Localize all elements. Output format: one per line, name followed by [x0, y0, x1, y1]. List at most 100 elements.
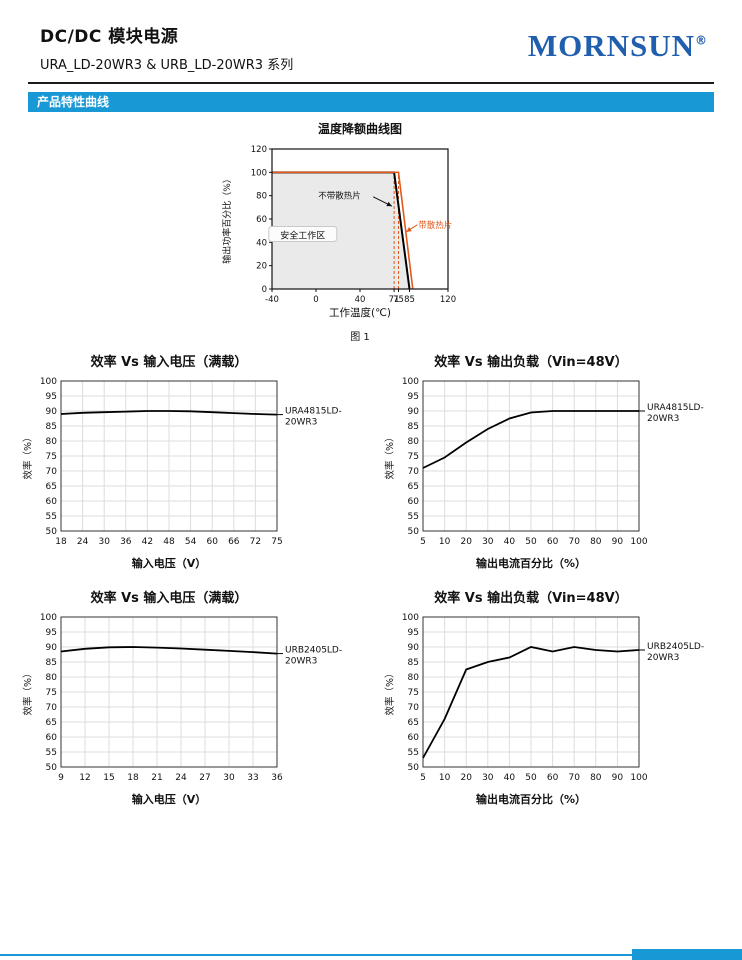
- svg-text:不带散热片: 不带散热片: [318, 191, 361, 202]
- svg-text:48: 48: [163, 537, 175, 547]
- svg-text:20WR3: 20WR3: [647, 414, 679, 424]
- svg-text:80: 80: [46, 437, 58, 447]
- svg-text:18: 18: [127, 773, 139, 783]
- svg-text:60: 60: [408, 497, 420, 507]
- svg-text:带散热片: 带散热片: [418, 220, 452, 231]
- svg-text:90: 90: [408, 643, 420, 653]
- line-chart-urb2405-vin: 50 55 60 65 70 75 80 85 90 95 100 9 12 15 18 21 24 27 30 33…: [17, 609, 363, 811]
- svg-text:5: 5: [420, 773, 426, 783]
- svg-text:50: 50: [525, 537, 537, 547]
- svg-text:55: 55: [46, 748, 57, 758]
- svg-text:54: 54: [185, 537, 197, 547]
- svg-text:60: 60: [547, 773, 559, 783]
- svg-text:75: 75: [46, 452, 57, 462]
- svg-text:66: 66: [228, 537, 240, 547]
- svg-text:65: 65: [46, 482, 57, 492]
- line-chart-urb2405-load: 50 55 60 65 70 75 80 85 90 95 100 5 10 20 30 40 50 60 70 80…: [379, 609, 725, 811]
- svg-text:85: 85: [404, 295, 415, 305]
- svg-text:效率（%）: 效率（%）: [22, 432, 34, 479]
- svg-text:输出电流百分比（%）: 输出电流百分比（%）: [476, 792, 586, 806]
- header-titles: DC/DC 模块电源 URA_LD-20WR3 & URB_LD-20WR3 系…: [40, 22, 293, 73]
- svg-text:80: 80: [408, 437, 420, 447]
- svg-text:55: 55: [46, 512, 57, 522]
- svg-text:20WR3: 20WR3: [285, 657, 317, 667]
- svg-text:URA4815LD-: URA4815LD-: [285, 407, 342, 417]
- svg-text:60: 60: [408, 733, 420, 743]
- svg-text:90: 90: [612, 537, 624, 547]
- chart-urb2405-eff-vs-load: 效率 Vs 输出负载（Vin=48V） 50 55 60 65 70 75 80 85 90 95…: [379, 587, 725, 811]
- svg-text:100: 100: [630, 773, 647, 783]
- svg-text:工作温度(℃): 工作温度(℃): [329, 306, 391, 319]
- logo-text: MORNSUN: [527, 28, 695, 63]
- svg-text:75: 75: [393, 295, 404, 305]
- svg-text:71: 71: [389, 295, 400, 305]
- svg-text:5: 5: [420, 537, 426, 547]
- svg-text:URB2405LD-: URB2405LD-: [285, 646, 342, 656]
- svg-text:20: 20: [460, 773, 472, 783]
- svg-text:90: 90: [408, 407, 420, 417]
- svg-text:95: 95: [408, 628, 419, 638]
- svg-text:60: 60: [46, 497, 58, 507]
- svg-text:80: 80: [256, 192, 267, 202]
- svg-text:100: 100: [630, 537, 647, 547]
- svg-text:72: 72: [250, 537, 261, 547]
- svg-text:70: 70: [46, 703, 58, 713]
- svg-text:85: 85: [46, 658, 57, 668]
- svg-text:90: 90: [46, 407, 58, 417]
- svg-text:50: 50: [408, 527, 420, 537]
- svg-text:55: 55: [408, 748, 419, 758]
- svg-text:50: 50: [46, 763, 58, 773]
- chart-ura4815-eff-vs-load: 效率 Vs 输出负载（Vin=48V） 50 55 60 65 70 75 80 85 90 95…: [379, 351, 725, 575]
- series-subtitle: URA_LD-20WR3 & URB_LD-20WR3 系列: [40, 58, 294, 73]
- svg-text:36: 36: [120, 537, 132, 547]
- section-header: 产品特性曲线: [28, 92, 714, 112]
- svg-text:0: 0: [262, 285, 267, 295]
- svg-text:85: 85: [408, 658, 419, 668]
- svg-text:20WR3: 20WR3: [647, 653, 679, 663]
- svg-text:15: 15: [103, 773, 114, 783]
- svg-text:输出功率百分比（%）: 输出功率百分比（%）: [221, 174, 233, 264]
- svg-text:60: 60: [206, 537, 218, 547]
- svg-text:70: 70: [408, 703, 420, 713]
- svg-text:20: 20: [256, 262, 267, 272]
- svg-text:100: 100: [251, 168, 267, 178]
- svg-text:75: 75: [271, 537, 282, 547]
- svg-text:100: 100: [40, 613, 57, 623]
- svg-text:50: 50: [525, 773, 537, 783]
- svg-text:70: 70: [408, 467, 420, 477]
- svg-text:60: 60: [46, 733, 58, 743]
- svg-text:36: 36: [271, 773, 283, 783]
- svg-text:输入电压（V）: 输入电压（V）: [132, 792, 207, 806]
- svg-text:80: 80: [408, 673, 420, 683]
- svg-text:40: 40: [355, 295, 366, 305]
- svg-text:120: 120: [251, 145, 267, 155]
- svg-text:90: 90: [46, 643, 58, 653]
- svg-text:10: 10: [439, 537, 451, 547]
- svg-text:18: 18: [55, 537, 67, 547]
- svg-text:55: 55: [408, 512, 419, 522]
- mornsun-logo: MORNSUN®: [528, 28, 708, 64]
- svg-text:65: 65: [46, 718, 57, 728]
- derating-figure: 温度降额曲线图 0 20 40 60 80 100 120 -40 0 40 71 75 85 120 安全…: [216, 120, 526, 343]
- svg-text:0: 0: [313, 295, 318, 305]
- svg-text:60: 60: [256, 215, 267, 225]
- svg-text:85: 85: [408, 422, 419, 432]
- line-chart-ura4815-vin: 50 55 60 65 70 75 80 85 90 95 100 18 24 30 36 42 48 54 60 6…: [17, 373, 363, 575]
- svg-text:50: 50: [408, 763, 420, 773]
- registered-mark: ®: [695, 33, 708, 48]
- svg-text:30: 30: [223, 773, 235, 783]
- svg-text:120: 120: [440, 295, 456, 305]
- svg-text:75: 75: [408, 688, 419, 698]
- chart-title: 效率 Vs 输出负载（Vin=48V）: [434, 355, 628, 370]
- svg-text:24: 24: [175, 773, 187, 783]
- svg-text:12: 12: [79, 773, 90, 783]
- svg-text:65: 65: [408, 482, 419, 492]
- svg-text:95: 95: [46, 628, 57, 638]
- svg-text:70: 70: [46, 467, 58, 477]
- chart-ura4815-eff-vs-vin: 效率 Vs 输入电压（满载） 50 55 60 65 70 75 80 85 90 95 100 18…: [17, 351, 363, 575]
- svg-text:40: 40: [504, 537, 516, 547]
- svg-text:27: 27: [199, 773, 210, 783]
- svg-text:输入电压（V）: 输入电压（V）: [132, 556, 207, 570]
- svg-text:效率（%）: 效率（%）: [22, 668, 34, 715]
- svg-text:80: 80: [590, 773, 602, 783]
